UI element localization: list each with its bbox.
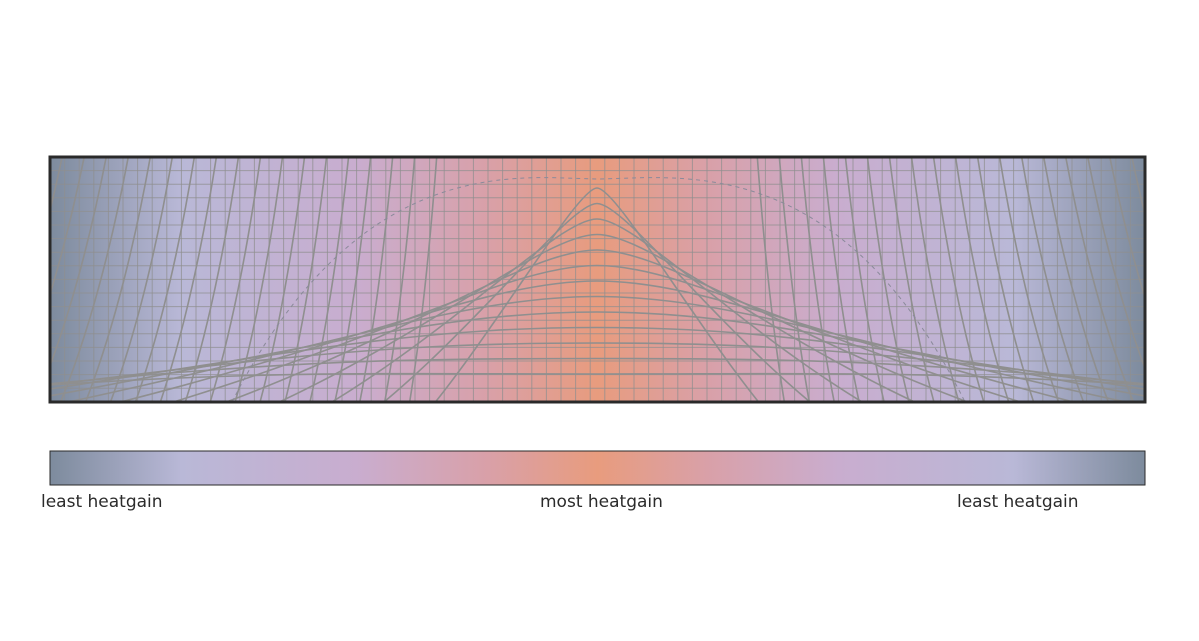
curve-line xyxy=(844,157,885,402)
curve-line xyxy=(434,187,760,402)
curve-line xyxy=(84,157,152,402)
curve-line xyxy=(117,280,1077,402)
curve-line xyxy=(284,157,328,402)
curve-line xyxy=(277,233,917,402)
curve-line xyxy=(330,218,864,402)
curve-line xyxy=(1131,157,1145,218)
heat-panel-frame xyxy=(48,155,1147,404)
curve-line xyxy=(1064,157,1135,402)
curve-line xyxy=(50,311,1145,397)
legend-gradient xyxy=(50,451,1145,485)
curve-line xyxy=(866,157,910,402)
curve-line xyxy=(50,326,1145,390)
curve-line xyxy=(50,372,1145,386)
curve-line xyxy=(59,157,130,402)
curve-line xyxy=(976,157,1035,402)
curve-line xyxy=(259,157,306,402)
dashed-arc xyxy=(231,177,966,403)
curve-line xyxy=(822,157,860,402)
curve-line xyxy=(309,157,350,402)
curve-line xyxy=(1109,157,1145,301)
curve-line xyxy=(1086,157,1145,371)
curve-line xyxy=(234,157,284,402)
curve-line xyxy=(954,157,1010,402)
curve-line xyxy=(109,157,174,402)
curve-line xyxy=(159,157,218,402)
curve-line xyxy=(800,157,836,402)
curve-line xyxy=(358,157,394,402)
heat-panel xyxy=(48,155,1147,404)
curve-line xyxy=(224,249,970,402)
curve-line xyxy=(334,157,372,402)
curve-line xyxy=(888,157,935,402)
curve-line xyxy=(1042,157,1110,402)
curve-line xyxy=(778,157,811,402)
curve-line xyxy=(50,357,1145,385)
curve-line xyxy=(209,157,262,402)
legend-label-least-right: least heatgain xyxy=(957,492,1079,512)
curve-line xyxy=(408,157,438,402)
curve-line xyxy=(932,157,985,402)
curve-line xyxy=(134,157,196,402)
curve-line xyxy=(756,157,786,402)
curve-line xyxy=(1020,157,1085,402)
curve-line xyxy=(64,295,1130,402)
curve-line xyxy=(184,157,240,402)
legend-frame xyxy=(49,450,1146,486)
curve-line xyxy=(50,157,108,369)
curve-line xyxy=(998,157,1060,402)
legend-bar xyxy=(49,450,1146,486)
legend-label-least-left: least heatgain xyxy=(41,492,163,512)
curve-line xyxy=(50,157,63,214)
curve-line xyxy=(382,202,812,402)
curve-line xyxy=(383,157,416,402)
legend-label-most: most heatgain xyxy=(540,492,663,512)
